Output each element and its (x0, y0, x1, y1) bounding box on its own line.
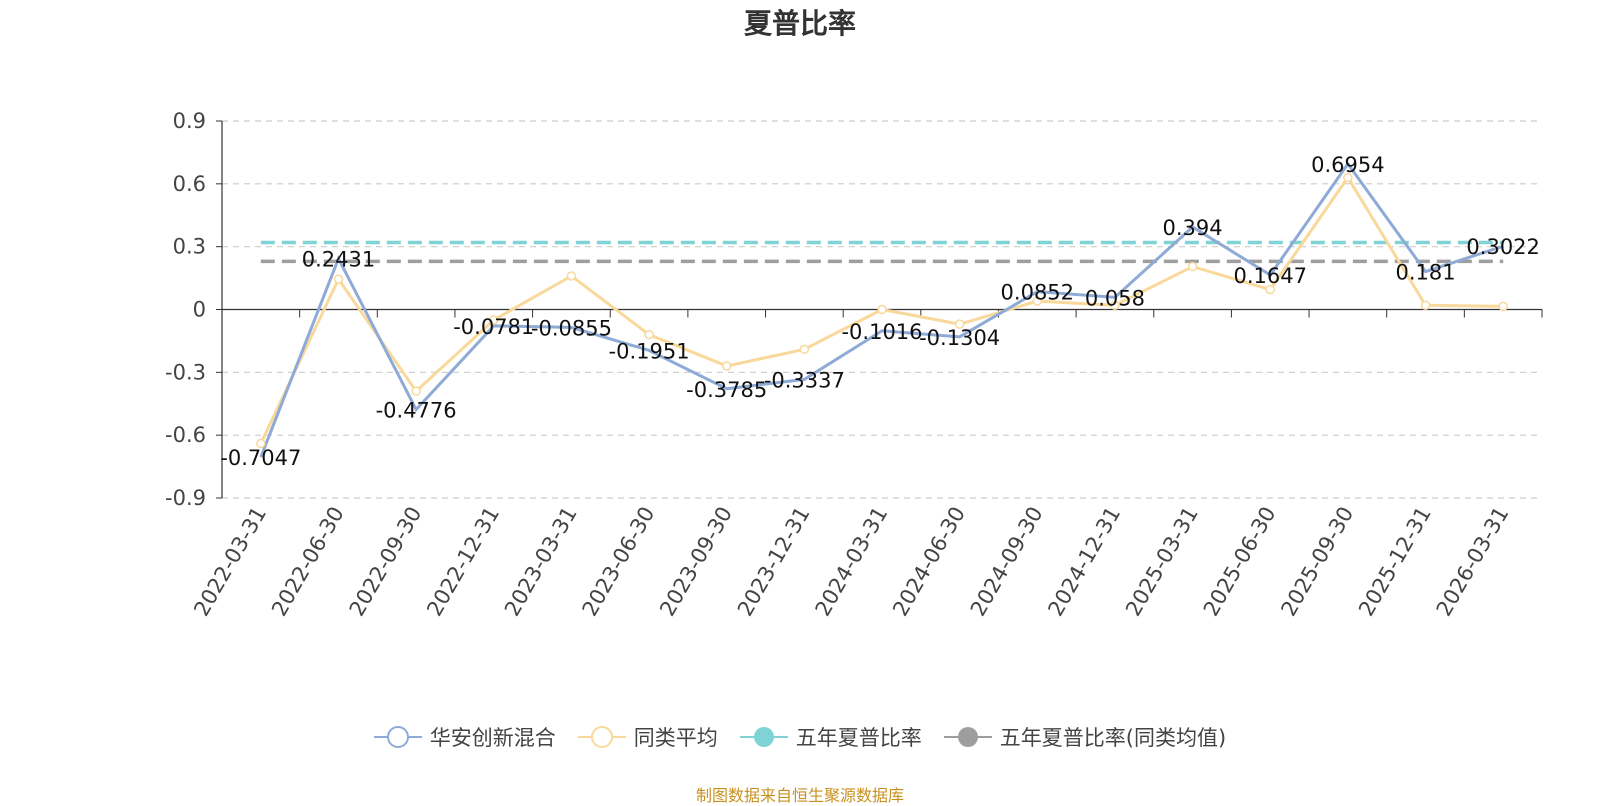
peer-average-point (411, 386, 421, 396)
y-tick-label: 0 (193, 298, 206, 322)
data-label: -0.3337 (764, 368, 845, 392)
peer-average-point (954, 319, 965, 329)
peer-average-point (721, 361, 732, 371)
legend-marker-fund (373, 726, 422, 748)
data-label: 0.0852 (1001, 281, 1074, 305)
peer-average-point (1110, 300, 1120, 311)
x-tick-label: 2025-03-31 (1121, 503, 1203, 621)
legend-label-five-year-sharpe: 五年夏普比率 (795, 726, 922, 750)
data-label: 0.181 (1395, 261, 1455, 285)
x-tick-label: 2026-03-31 (1432, 503, 1514, 621)
x-tick-label: 2022-03-31 (189, 503, 271, 621)
peer-average-point (566, 271, 577, 281)
y-tick-label: 0.3 (173, 235, 206, 259)
x-tick-label: 2025-12-31 (1354, 503, 1436, 621)
legend-marker-five-year-sharpe-peer (943, 727, 992, 747)
x-tick-label: 2024-09-30 (966, 503, 1048, 621)
peer-average-point (256, 438, 266, 449)
legend-label-five-year-sharpe-peer: 五年夏普比率(同类均值) (999, 726, 1227, 750)
x-tick-label: 2022-12-31 (422, 503, 504, 621)
data-label: -0.0855 (531, 316, 612, 340)
x-tick-label: 2023-12-31 (733, 503, 815, 621)
x-tick-label: 2024-06-30 (888, 502, 970, 620)
x-tick-label: 2023-09-30 (655, 503, 737, 621)
x-tick-label: 2022-09-30 (345, 503, 427, 621)
legend-item-five-year-sharpe[interactable]: 五年夏普比率 (739, 722, 922, 752)
data-label: 0.2431 (302, 248, 375, 272)
peer-average-point (799, 344, 810, 355)
legend-marker-peer-average (577, 726, 626, 748)
data-label: -0.7047 (220, 446, 301, 470)
peer-average-point (1498, 301, 1508, 312)
data-label: 0.1647 (1233, 264, 1306, 288)
legend-item-fund[interactable]: 华安创新混合 (373, 722, 556, 752)
x-tick-label: 2024-12-31 (1043, 503, 1125, 621)
peer-average-point (1420, 300, 1431, 311)
fund-line (259, 161, 1504, 458)
x-tick-label: 2024-03-31 (811, 503, 893, 621)
data-label: -0.1304 (919, 326, 1000, 350)
peer-average-point (1032, 296, 1043, 306)
y-tick-label: -0.3 (165, 360, 206, 384)
peer-average-point (1265, 284, 1275, 295)
peer-average-point (877, 304, 887, 315)
y-tick-label: 0.9 (173, 109, 206, 133)
legend-marker-five-year-sharpe (739, 727, 788, 747)
data-label: 0.3022 (1466, 235, 1539, 259)
data-label: 0.394 (1163, 216, 1223, 240)
peer-average-point (1187, 261, 1198, 272)
legend-label-peer-average: 同类平均 (633, 726, 718, 750)
legend-item-peer-average[interactable]: 同类平均 (577, 722, 718, 752)
data-label: -0.0781 (453, 315, 534, 339)
y-tick-label: -0.9 (165, 486, 206, 510)
source-note: 制图数据来自恒生聚源数据库 (695, 786, 904, 805)
x-tick-label: 2022-06-30 (267, 503, 349, 621)
data-label: 0.6954 (1311, 153, 1384, 177)
x-tick-label: 2025-06-30 (1199, 503, 1281, 621)
legend-item-five-year-sharpe-peer[interactable]: 五年夏普比率(同类均值) (943, 722, 1227, 752)
data-label: 0.058 (1085, 286, 1145, 310)
peer-average-point (333, 274, 344, 284)
y-tick-label: -0.6 (165, 423, 206, 447)
data-label: -0.3785 (686, 378, 767, 402)
legend-label-fund: 华安创新混合 (429, 726, 556, 750)
y-tick-label: 0.6 (173, 172, 206, 196)
peer-average-point (1343, 172, 1353, 183)
peer-average-point (489, 315, 499, 325)
data-label: -0.1951 (609, 339, 690, 363)
data-label: -0.4776 (376, 399, 457, 423)
x-tick-label: 2023-06-30 (578, 503, 660, 621)
x-tick-label: 2023-03-31 (500, 503, 582, 621)
peer-average-point (644, 329, 654, 340)
chart-title: 夏普比率 (743, 7, 856, 40)
legend: 华安创新混合 同类平均 五年夏普比率 五年夏普比率(同类均值) (0, 722, 1600, 752)
x-tick-label: 2025-09-30 (1276, 503, 1358, 621)
data-label: -0.1016 (841, 320, 922, 344)
